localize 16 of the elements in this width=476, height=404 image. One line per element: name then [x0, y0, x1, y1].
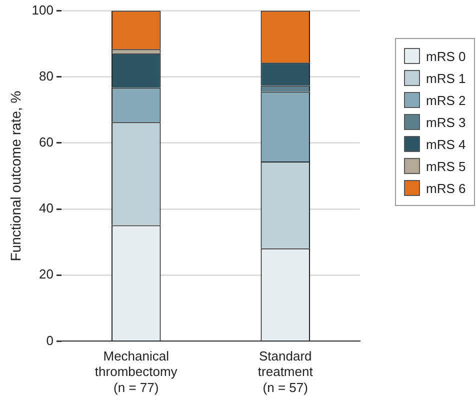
legend-label: mRS 1: [426, 70, 466, 86]
y-tick-label: 80: [39, 68, 54, 84]
legend-label: mRS 6: [426, 180, 466, 196]
y-tick-label: 40: [39, 200, 54, 216]
y-tick-label: 0: [46, 332, 54, 348]
x-tick-label: Standard treatment (n = 57): [258, 348, 314, 395]
y-tick-label: 20: [39, 266, 54, 282]
y-axis-title: Functional outcome rate, %: [7, 90, 24, 262]
legend-label: mRS 2: [426, 92, 466, 108]
y-tick-label: 60: [39, 134, 54, 150]
y-tick-label: 100: [32, 2, 54, 18]
x-tick-label: Mechanical thrombectomy (n = 77): [94, 348, 178, 395]
legend-label: mRS 3: [426, 114, 466, 130]
legend-label: mRS 4: [426, 136, 466, 152]
legend-label: mRS 0: [426, 48, 466, 64]
legend-label: mRS 5: [426, 158, 466, 174]
